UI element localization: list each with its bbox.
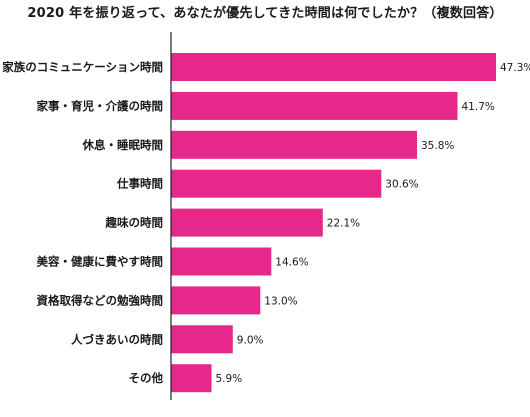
bar [171, 169, 382, 198]
category-label: 人づきあいの時間 [71, 332, 163, 346]
bar [171, 325, 233, 354]
bar [171, 53, 496, 81]
category-label: 資格取得などの勉強時間 [37, 293, 164, 307]
category-label: その他 [129, 371, 164, 385]
bar [171, 247, 272, 276]
value-label: 22.1% [327, 218, 360, 230]
value-label: 30.6% [385, 179, 418, 191]
category-label: 休息・睡眠時間 [82, 138, 164, 152]
bar [171, 286, 261, 315]
bar [171, 364, 212, 393]
category-label: 美容・健康に費やす時間 [37, 255, 164, 269]
value-label: 41.7% [462, 101, 495, 113]
bar [171, 130, 417, 159]
value-label: 35.8% [421, 140, 454, 152]
value-label: 47.3% [500, 62, 530, 74]
chart-title: 2020 年を振り返って、あなたが優先してきた時間は何でしたか？（複数回答） [27, 6, 503, 21]
category-label: 仕事時間 [116, 177, 163, 191]
category-label: 家族のコミュニケーション時間 [2, 60, 163, 74]
bar [171, 91, 458, 120]
value-label: 5.9% [216, 373, 243, 385]
value-label: 13.0% [264, 295, 297, 307]
category-label: 趣味の時間 [105, 216, 164, 230]
category-label: 家事・育児・介護の時間 [37, 99, 164, 113]
value-label: 14.6% [275, 257, 308, 269]
value-label: 9.0% [237, 334, 264, 346]
bar [171, 208, 323, 237]
